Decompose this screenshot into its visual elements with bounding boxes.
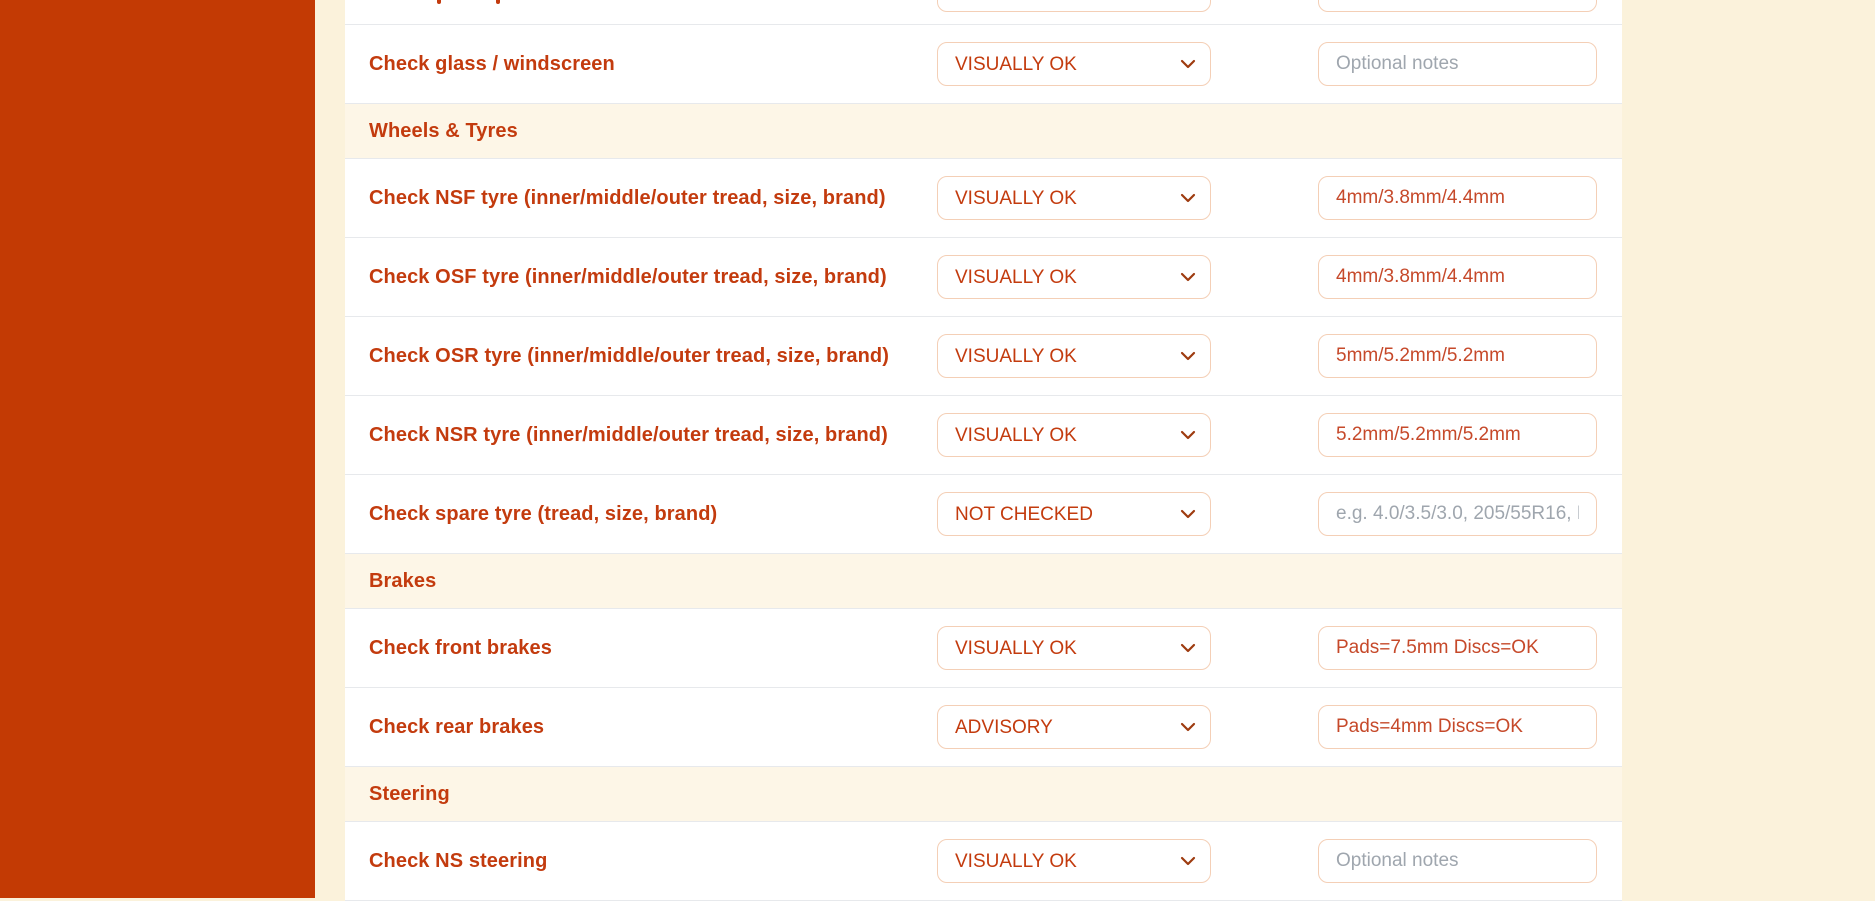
checklist-row: Check NSR tyre (inner/middle/outer tread… [345, 396, 1622, 475]
check-item-label: Check rear brakes [369, 715, 545, 738]
notes-input[interactable] [1318, 0, 1597, 12]
status-select-wrap: VISUALLY OK [937, 176, 1211, 220]
notes-input[interactable] [1318, 705, 1597, 749]
inspection-checklist-panel: Check glass / windscreen VISUALLY OK Whe… [345, 0, 1622, 901]
status-select-wrap: ADVISORY [937, 705, 1211, 749]
checklist-row: Check OSF tyre (inner/middle/outer tread… [345, 238, 1622, 317]
check-item-label: Check NSF tyre (inner/middle/outer tread… [369, 186, 886, 209]
sidebar [0, 0, 315, 898]
notes-input[interactable] [1318, 492, 1597, 536]
notes-input[interactable] [1318, 176, 1597, 220]
check-item-label: Check glass / windscreen [369, 52, 615, 75]
notes-input[interactable] [1318, 334, 1597, 378]
checklist-row-clipped [345, 0, 1622, 25]
section-header-steering: Steering [345, 767, 1622, 822]
section-title: Brakes [369, 569, 437, 592]
section-header-wheels-tyres: Wheels & Tyres [345, 104, 1622, 159]
status-select[interactable]: VISUALLY OK [937, 176, 1211, 220]
notes-input[interactable] [1318, 626, 1597, 670]
check-item-label: Check NSR tyre (inner/middle/outer tread… [369, 423, 888, 446]
status-select-wrap: VISUALLY OK [937, 255, 1211, 299]
status-select-wrap: NOT CHECKED [937, 492, 1211, 536]
clipped-label-fragment [496, 0, 500, 4]
status-select[interactable]: NOT CHECKED [937, 492, 1211, 536]
checklist-row: Check glass / windscreen VISUALLY OK [345, 25, 1622, 104]
notes-input[interactable] [1318, 42, 1597, 86]
status-select[interactable]: ADVISORY [937, 705, 1211, 749]
checklist-row: Check rear brakes ADVISORY [345, 688, 1622, 767]
section-header-brakes: Brakes [345, 554, 1622, 609]
status-select[interactable]: VISUALLY OK [937, 839, 1211, 883]
clipped-label-fragment [437, 0, 441, 4]
status-select[interactable]: VISUALLY OK [937, 42, 1211, 86]
check-item-label: Check spare tyre (tread, size, brand) [369, 502, 718, 525]
status-select-wrap [937, 0, 1211, 12]
status-select[interactable]: VISUALLY OK [937, 413, 1211, 457]
check-item-label: Check front brakes [369, 636, 552, 659]
status-select[interactable]: VISUALLY OK [937, 626, 1211, 670]
status-select-wrap: VISUALLY OK [937, 413, 1211, 457]
checklist-row: Check NS steering VISUALLY OK [345, 822, 1622, 901]
status-select-wrap: VISUALLY OK [937, 42, 1211, 86]
status-select-wrap: VISUALLY OK [937, 839, 1211, 883]
checklist-row: Check OSR tyre (inner/middle/outer tread… [345, 317, 1622, 396]
status-select[interactable]: VISUALLY OK [937, 255, 1211, 299]
check-item-label: Check NS steering [369, 849, 548, 872]
check-item-label: Check OSR tyre (inner/middle/outer tread… [369, 344, 889, 367]
status-select-wrap: VISUALLY OK [937, 626, 1211, 670]
section-title: Steering [369, 782, 450, 805]
checklist-row: Check front brakes VISUALLY OK [345, 609, 1622, 688]
notes-input[interactable] [1318, 839, 1597, 883]
status-select[interactable]: VISUALLY OK [937, 334, 1211, 378]
status-select-wrap: VISUALLY OK [937, 334, 1211, 378]
notes-input[interactable] [1318, 413, 1597, 457]
checklist-row: Check spare tyre (tread, size, brand) NO… [345, 475, 1622, 554]
checklist-row: Check NSF tyre (inner/middle/outer tread… [345, 159, 1622, 238]
notes-input[interactable] [1318, 255, 1597, 299]
status-select[interactable] [937, 0, 1211, 12]
section-title: Wheels & Tyres [369, 119, 518, 142]
check-item-label: Check OSF tyre (inner/middle/outer tread… [369, 265, 887, 288]
